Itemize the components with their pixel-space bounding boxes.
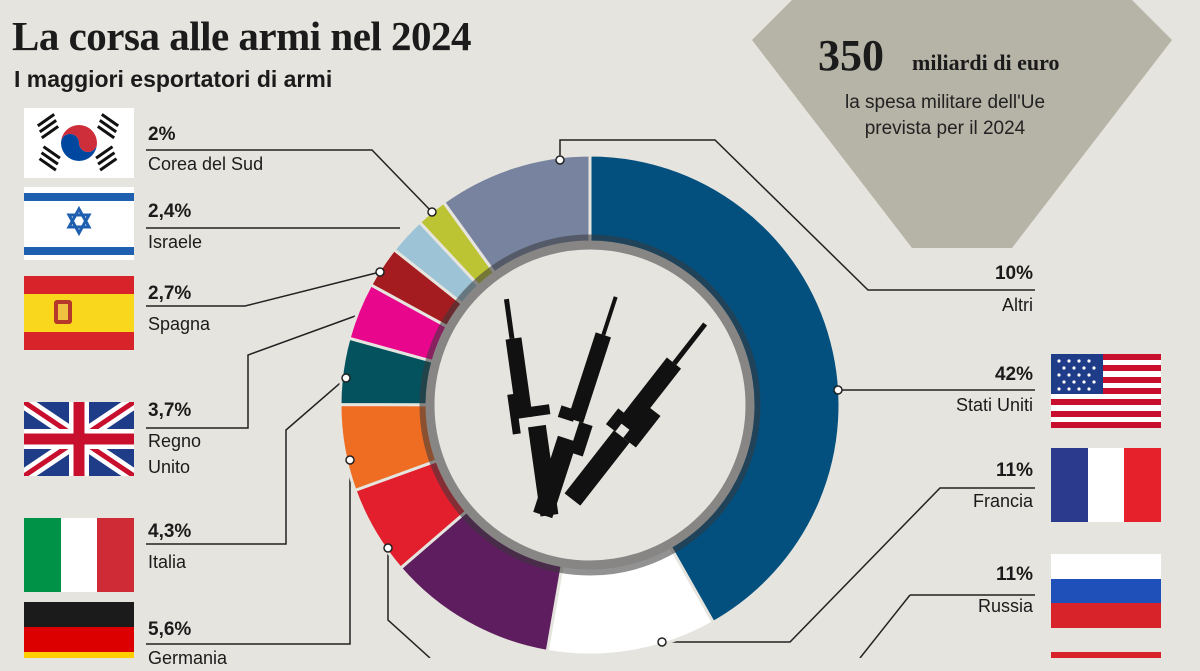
france-flag-icon: [1051, 448, 1161, 522]
rifles-icon: [503, 296, 708, 519]
chart-subtitle: I maggiori esportatori di armi: [14, 66, 333, 92]
south-korea-flag-icon: [24, 108, 134, 178]
leader-line-extra: [859, 594, 911, 658]
label-pct-germania: 5,6%: [148, 619, 192, 640]
label-name-francia: Francia: [972, 491, 1033, 511]
italy-flag-icon: [24, 518, 134, 592]
russia-flag-icon: [1051, 554, 1161, 628]
callout-value: 350: [818, 31, 884, 80]
israel-flag-icon: [24, 187, 134, 260]
label-pct-usa: 42%: [994, 364, 1033, 385]
label-pct-italia: 4,3%: [148, 521, 192, 542]
label-name-italia: Italia: [148, 552, 187, 572]
leader-line-francia: [662, 487, 1035, 643]
leader-line-germania: [146, 460, 351, 645]
germany-flag-icon: [24, 602, 134, 658]
leader-line-altri: [559, 139, 1035, 291]
label-pct-corea: 2%: [148, 124, 176, 145]
leader-line-spagna: [146, 271, 381, 307]
label-name-corea: Corea del Sud: [148, 154, 264, 174]
label-pct-israele: 2,4%: [148, 201, 192, 222]
label-name-altri: Altri: [1002, 295, 1033, 315]
label-name-germania: Germania: [148, 648, 228, 668]
label-name-israele: Israele: [148, 232, 203, 252]
uk-flag-icon: [24, 402, 134, 476]
leader-lines: [146, 139, 1035, 658]
label-name-usa: Stati Uniti: [955, 395, 1033, 415]
label-pct-russia: 11%: [996, 564, 1033, 585]
extra-flag-icon: [1051, 652, 1161, 658]
leader-line-regno-unito: [146, 314, 359, 429]
usa-flag-icon: [1051, 354, 1161, 428]
leader-line-italia: [146, 377, 347, 545]
callout-description: la spesa militare dell'Ue prevista per i…: [844, 92, 1046, 139]
label-name-regno-unito-1: Regno: [148, 431, 202, 451]
label-name-regno-unito-2: Unito: [148, 457, 191, 477]
callout-panel: [752, 0, 1172, 248]
leader-dots: [341, 155, 843, 647]
chart-title: La corsa alle armi nel 2024: [12, 13, 472, 59]
label-name-russia: Russia: [977, 596, 1033, 616]
label-name-spagna: Spagna: [148, 314, 211, 334]
label-pct-regno-unito: 3,7%: [148, 400, 192, 421]
leader-line-corea: [146, 149, 433, 213]
label-pct-spagna: 2,7%: [148, 283, 192, 304]
label-pct-francia: 11%: [996, 460, 1033, 481]
label-pct-altri: 10%: [994, 263, 1033, 284]
callout-unit: miliardi di euro: [912, 50, 1060, 75]
spain-flag-icon: [24, 276, 134, 350]
inner-ring: [419, 234, 761, 576]
leader-line-cina: [387, 548, 431, 658]
